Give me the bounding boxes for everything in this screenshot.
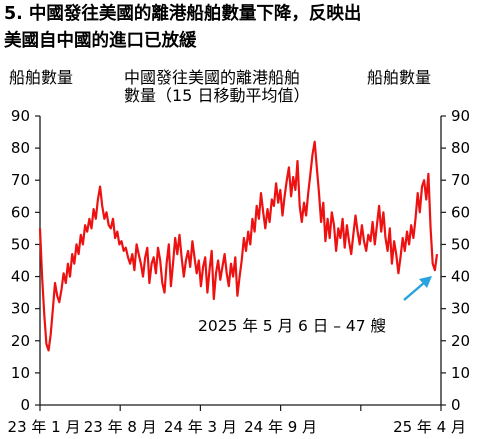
y-tick-label-left: 30: [11, 300, 30, 318]
y-tick-label-left: 70: [11, 171, 30, 189]
chart-title-line-1: 5. 中國發往美國的離港船舶數量下降，反映出: [4, 3, 361, 24]
y-tick-label-left: 40: [11, 268, 30, 286]
y-tick-label-right: 10: [451, 364, 470, 382]
y-tick-label-right: 50: [451, 235, 470, 253]
y-tick-label-right: 70: [451, 171, 470, 189]
y-tick-label-right: 90: [451, 107, 470, 125]
left-axis-label: 船舶數量: [9, 68, 73, 87]
x-tick-label: 25 年 4 月: [393, 418, 466, 436]
y-tick-label-left: 90: [11, 107, 30, 125]
series-label-line-2: 數量（15 日移動平均值）: [124, 86, 309, 105]
y-tick-label-left: 0: [20, 396, 30, 414]
y-tick-label-right: 30: [451, 300, 470, 318]
x-tick-label: 24 年 9 月: [244, 418, 317, 436]
y-tick-label-right: 60: [451, 203, 470, 221]
y-tick-label-left: 50: [11, 235, 30, 253]
y-tick-label-left: 20: [11, 332, 30, 350]
annotation-arrow: [403, 276, 432, 301]
x-tick-label: 23 年 8 月: [84, 418, 157, 436]
x-tick-label: 24 年 3 月: [164, 418, 237, 436]
series-line: [38, 140, 439, 352]
y-tick-label-left: 10: [11, 364, 30, 382]
right-axis-label: 船舶數量: [367, 68, 431, 87]
x-axis-ticks: 23 年 1 月 23 年 8 月 24 年 3 月 24 年 9 月 25 年 4 月: [8, 405, 466, 436]
chart-title-line-2: 美國自中國的進口已放緩: [4, 30, 197, 51]
y-tick-label-right: 80: [451, 139, 470, 157]
y-tick-label-right: 40: [451, 268, 470, 286]
x-tick-label: 23 年 1 月: [8, 418, 81, 436]
series-label-line-1: 中國發往美國的離港船舶: [124, 68, 300, 87]
y-tick-label-left: 80: [11, 139, 30, 157]
y-tick-label-right: 0: [451, 396, 461, 414]
annotation-label: 2025 年 5 月 6 日 – 47 艘: [198, 317, 386, 335]
y-axis-left-ticks: 0 10 20 30 40 50 60 70 80 90: [11, 107, 40, 414]
y-axis-right-ticks: 0 10 20 30 40 50 60 70 80 90: [441, 107, 470, 414]
y-tick-label-right: 20: [451, 332, 470, 350]
axes: [39, 116, 442, 406]
y-tick-label-left: 60: [11, 203, 30, 221]
